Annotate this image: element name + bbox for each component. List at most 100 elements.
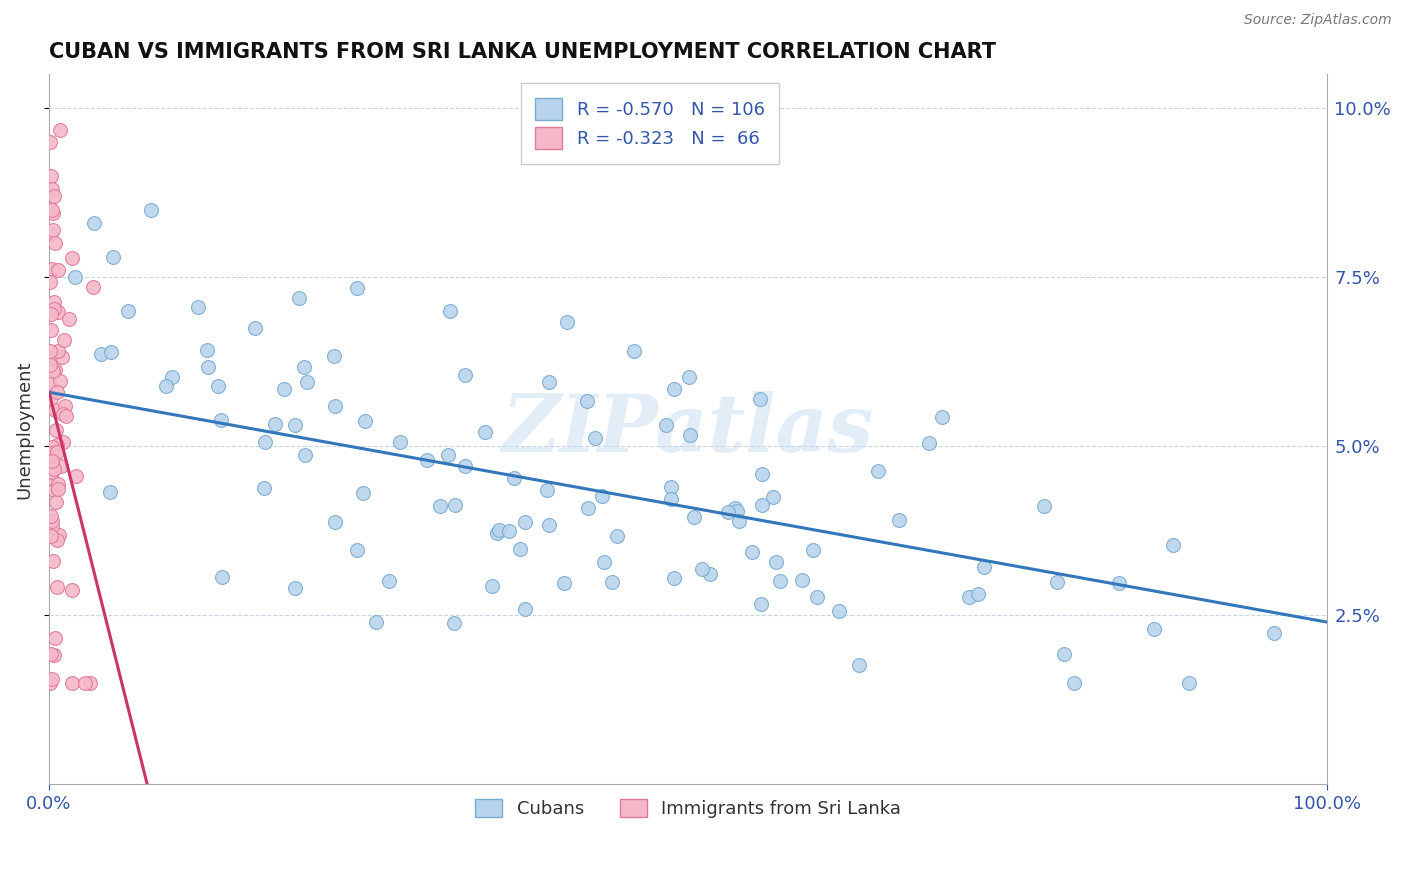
Point <box>322 349 344 363</box>
Point <box>967 587 990 601</box>
Point <box>683 509 706 524</box>
Point <box>323 516 346 530</box>
Point <box>1053 647 1076 661</box>
Point <box>1263 625 1285 640</box>
Point <box>725 504 748 518</box>
Point <box>39 446 62 460</box>
Point <box>828 604 851 618</box>
Point <box>44 362 66 376</box>
Point <box>973 560 995 574</box>
Point <box>751 467 773 482</box>
Point <box>699 566 721 581</box>
Point <box>38 275 60 289</box>
Point <box>98 485 121 500</box>
Point <box>38 377 60 392</box>
Point <box>377 574 399 588</box>
Point <box>848 657 870 672</box>
Point <box>90 346 112 360</box>
Point <box>83 216 105 230</box>
Text: ZIPatlas: ZIPatlas <box>502 391 875 468</box>
Point <box>253 434 276 449</box>
Point <box>749 597 772 611</box>
Point <box>39 307 62 321</box>
Point <box>38 352 60 367</box>
Point <box>48 528 70 542</box>
Point <box>41 441 63 455</box>
Point <box>765 556 787 570</box>
Point <box>46 482 69 496</box>
Point <box>288 291 311 305</box>
Point <box>292 359 315 374</box>
Point <box>141 202 163 217</box>
Point <box>325 399 347 413</box>
Point <box>42 648 65 662</box>
Point <box>39 509 62 524</box>
Point <box>46 476 69 491</box>
Point <box>346 543 368 558</box>
Point <box>41 514 63 528</box>
Point <box>659 480 682 494</box>
Point <box>481 579 503 593</box>
Point <box>623 344 645 359</box>
Y-axis label: Unemployment: Unemployment <box>15 360 32 499</box>
Point <box>749 392 772 406</box>
Point <box>678 369 700 384</box>
Point <box>44 301 66 316</box>
Point <box>769 574 792 588</box>
Point <box>195 343 218 357</box>
Point <box>73 676 96 690</box>
Point <box>41 262 63 277</box>
Point <box>513 601 536 615</box>
Point <box>443 616 465 631</box>
Point <box>429 499 451 513</box>
Point <box>538 375 561 389</box>
Point <box>659 491 682 506</box>
Point <box>39 169 62 183</box>
Point <box>39 391 62 405</box>
Point <box>592 555 614 569</box>
Point <box>957 590 980 604</box>
Point <box>416 453 439 467</box>
Point <box>52 434 75 449</box>
Point <box>655 417 678 432</box>
Point <box>388 434 411 449</box>
Point <box>58 312 80 326</box>
Point <box>801 543 824 558</box>
Point <box>606 529 628 543</box>
Point <box>39 529 62 543</box>
Point <box>887 513 910 527</box>
Point <box>716 505 738 519</box>
Point <box>46 343 69 358</box>
Point <box>41 465 63 479</box>
Point <box>65 468 87 483</box>
Point <box>509 541 531 556</box>
Point <box>39 358 62 372</box>
Point <box>553 576 575 591</box>
Point <box>39 447 62 461</box>
Point <box>364 615 387 630</box>
Legend: Cubans, Immigrants from Sri Lanka: Cubans, Immigrants from Sri Lanka <box>468 791 908 825</box>
Text: Source: ZipAtlas.com: Source: ZipAtlas.com <box>1244 13 1392 28</box>
Point <box>44 403 66 417</box>
Point <box>45 424 67 438</box>
Point <box>41 519 63 533</box>
Point <box>45 445 67 459</box>
Point <box>576 394 599 409</box>
Point <box>48 374 70 388</box>
Point <box>264 417 287 432</box>
Point <box>41 202 63 217</box>
Point <box>1143 622 1166 636</box>
Point <box>49 459 72 474</box>
Point <box>42 206 65 220</box>
Point <box>45 438 67 452</box>
Point <box>41 673 63 687</box>
Point <box>443 498 465 512</box>
Point <box>117 304 139 318</box>
Point <box>806 591 828 605</box>
Point <box>503 471 526 485</box>
Point <box>536 483 558 497</box>
Point <box>44 631 66 645</box>
Point <box>600 574 623 589</box>
Point <box>42 364 65 378</box>
Point <box>41 323 63 337</box>
